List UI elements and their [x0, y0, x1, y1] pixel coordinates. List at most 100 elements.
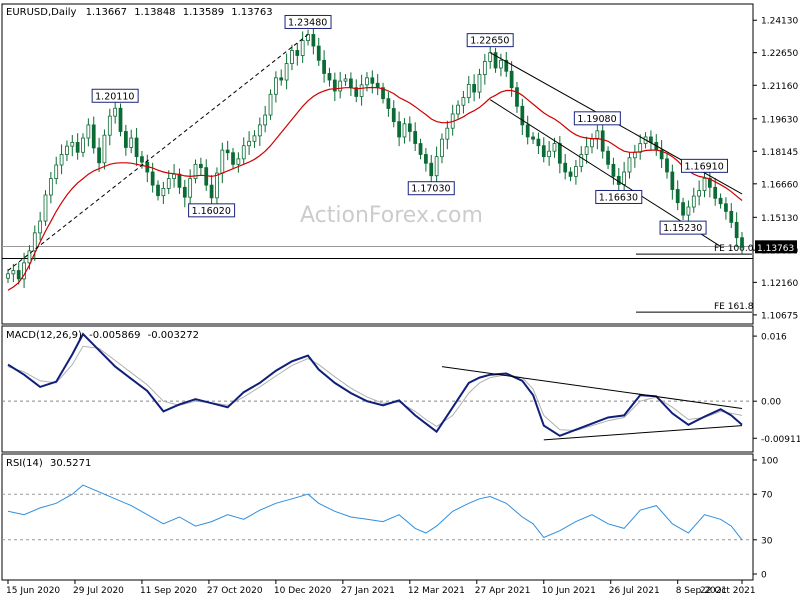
- candle-body: [606, 150, 610, 165]
- swing-label: 1.23480: [288, 17, 327, 28]
- candle-body: [627, 157, 632, 173]
- candle-body: [279, 77, 284, 81]
- candle-body: [595, 130, 600, 140]
- candle-body: [97, 147, 101, 164]
- candle-body: [397, 121, 401, 138]
- candle-body: [54, 164, 59, 179]
- candle-body: [182, 186, 187, 198]
- candle-body: [199, 163, 203, 169]
- swing-label-box: [595, 189, 643, 204]
- candle-body: [370, 77, 375, 84]
- candle-body: [354, 87, 359, 97]
- candle-body: [193, 163, 198, 179]
- candle-body: [525, 124, 530, 138]
- candle-body: [236, 158, 241, 165]
- price-y-tick-label: 1.18145: [761, 148, 798, 158]
- candle-body: [27, 250, 32, 264]
- candle-body: [541, 145, 546, 158]
- swing-label-box: [407, 181, 455, 196]
- candle-body: [536, 138, 541, 147]
- rsi-y-tick-label: 100: [761, 457, 778, 467]
- price-panel-frame: [1, 3, 754, 325]
- candle-body: [161, 188, 166, 197]
- candle-body: [493, 52, 498, 69]
- candle-body: [359, 84, 364, 97]
- x-tick-label: 22 Oct 2021: [700, 586, 756, 596]
- macd-panel-frame: [1, 325, 754, 453]
- fe-level-label: FE 161.8: [714, 302, 754, 312]
- swing-label-box: [284, 14, 332, 29]
- candle-body: [472, 83, 476, 93]
- candle-body: [166, 178, 171, 189]
- candle-body: [327, 73, 332, 81]
- candle-body: [349, 78, 353, 89]
- fe-level-label: FE 100.0: [714, 244, 754, 254]
- swing-label-box: [91, 88, 139, 103]
- swing-label-box: [188, 203, 236, 218]
- candle-body: [75, 142, 80, 153]
- candle-body: [691, 195, 696, 208]
- x-tick-label: 27 Jan 2021: [341, 586, 395, 596]
- macd-trendline: [543, 425, 743, 441]
- x-tick-label: 10 Jun 2021: [542, 586, 596, 596]
- rsi-panel-frame: [1, 453, 754, 581]
- candle-body: [209, 184, 214, 199]
- candle-body: [332, 79, 337, 92]
- candle-body: [290, 50, 294, 64]
- swing-label: 1.20110: [95, 91, 134, 102]
- candle-body: [499, 59, 503, 69]
- macd-y-tick-label: -0.009116: [761, 435, 800, 445]
- candle-body: [734, 221, 739, 239]
- candle-body: [316, 45, 321, 61]
- x-tick-label: 29 Jul 2020: [73, 586, 124, 596]
- price-y-tick-label: 1.12160: [761, 279, 798, 289]
- candle-body: [611, 163, 616, 177]
- x-tick-label: 15 Jun 2020: [6, 586, 60, 596]
- candle-body: [579, 154, 584, 167]
- candle-body: [91, 124, 96, 149]
- candle-body: [156, 184, 160, 197]
- candle-body: [11, 270, 16, 275]
- candle-body: [466, 83, 471, 98]
- candle-body: [740, 237, 744, 248]
- price-y-tick-label: 1.16660: [761, 180, 798, 190]
- ohlc-close: 1.13763: [231, 7, 272, 18]
- candle-body: [632, 151, 637, 159]
- symbol: EURUSD: [6, 7, 48, 18]
- swing-label: 1.22650: [470, 36, 509, 47]
- candle-body: [123, 131, 128, 148]
- candle-body: [365, 77, 369, 86]
- rsi-value: 30.5271: [50, 458, 91, 469]
- candle-body: [622, 171, 627, 185]
- candle-body: [584, 146, 589, 155]
- macd-header: MACD(12,26,9) -0.005869 -0.003272: [6, 330, 199, 341]
- candle-body: [675, 189, 680, 204]
- candle-body: [6, 273, 10, 279]
- candle-body: [43, 194, 48, 222]
- macd-y-tick-label: 0.016: [761, 333, 787, 343]
- candle-body: [552, 143, 557, 152]
- candle-body: [113, 107, 118, 117]
- candle-body: [445, 127, 450, 140]
- candle-body: [107, 115, 112, 136]
- macd-signal-line: [7, 345, 743, 432]
- candle-body: [429, 162, 434, 177]
- candle-body: [172, 173, 176, 179]
- candle-body: [670, 171, 675, 190]
- candle-body: [295, 50, 300, 56]
- rsi-y-tick-label: 30: [761, 536, 773, 546]
- rsi-label: RSI(14): [6, 458, 43, 469]
- ohlc-low: 1.13589: [183, 7, 224, 18]
- candle-body: [520, 105, 525, 126]
- candle-body: [375, 82, 380, 89]
- swing-label-box: [659, 220, 707, 235]
- candle-body: [284, 63, 289, 81]
- candle-body: [659, 149, 664, 160]
- ohlc-open: 1.13667: [86, 7, 127, 18]
- candle-body: [407, 123, 412, 132]
- candle-body: [241, 145, 246, 160]
- candle-body: [231, 152, 235, 165]
- candle-body: [118, 107, 123, 132]
